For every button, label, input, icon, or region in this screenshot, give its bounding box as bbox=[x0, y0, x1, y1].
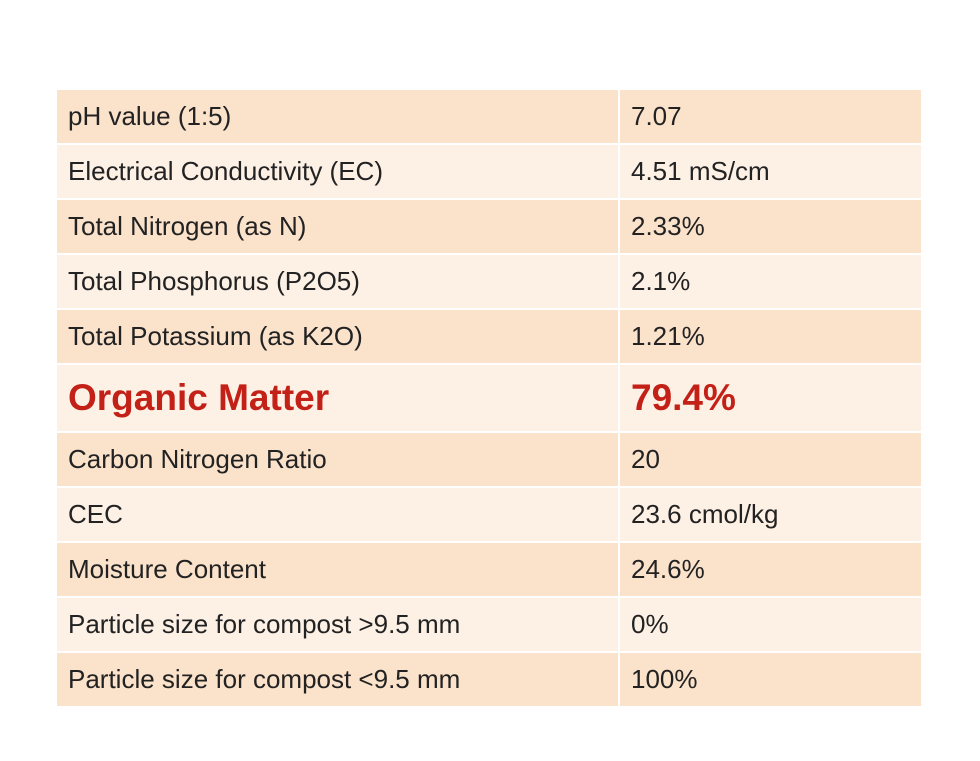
soil-table: pH value (1:5) 7.07 Electrical Conductivit… bbox=[55, 88, 923, 708]
value-cell: 7.07 bbox=[618, 88, 923, 145]
value-cell: 0% bbox=[618, 596, 923, 653]
value-cell: 79.4% bbox=[618, 363, 923, 433]
value-cell: 23.6 cmol/kg bbox=[618, 486, 923, 543]
property-cell: Particle size for compost <9.5 mm bbox=[55, 651, 620, 708]
value-cell: 24.6% bbox=[618, 541, 923, 598]
table-row: Particle size for compost <9.5 mm 100% bbox=[55, 651, 923, 708]
property-cell: Moisture Content bbox=[55, 541, 620, 598]
table-row: Total Phosphorus (P2O5) 2.1% bbox=[55, 253, 923, 310]
value-cell: 2.33% bbox=[618, 198, 923, 255]
property-cell: Carbon Nitrogen Ratio bbox=[55, 431, 620, 488]
table-row: Moisture Content 24.6% bbox=[55, 541, 923, 598]
table-row: Total Potassium (as K2O) 1.21% bbox=[55, 308, 923, 365]
property-cell: Electrical Conductivity (EC) bbox=[55, 143, 620, 200]
property-cell: Organic Matter bbox=[55, 363, 620, 433]
value-cell: 20 bbox=[618, 431, 923, 488]
property-cell: Total Phosphorus (P2O5) bbox=[55, 253, 620, 310]
table-row: Electrical Conductivity (EC) 4.51 mS/cm bbox=[55, 143, 923, 200]
table-row: Organic Matter 79.4% bbox=[55, 363, 923, 433]
value-cell: 1.21% bbox=[618, 308, 923, 365]
value-cell: 100% bbox=[618, 651, 923, 708]
property-cell: Total Nitrogen (as N) bbox=[55, 198, 620, 255]
property-cell: Particle size for compost >9.5 mm bbox=[55, 596, 620, 653]
table-row: CEC 23.6 cmol/kg bbox=[55, 486, 923, 543]
table-row: Particle size for compost >9.5 mm 0% bbox=[55, 596, 923, 653]
table-row: pH value (1:5) 7.07 bbox=[55, 88, 923, 145]
property-cell: pH value (1:5) bbox=[55, 88, 620, 145]
table-row: Total Nitrogen (as N) 2.33% bbox=[55, 198, 923, 255]
table-row: Carbon Nitrogen Ratio 20 bbox=[55, 431, 923, 488]
property-cell: CEC bbox=[55, 486, 620, 543]
value-cell: 2.1% bbox=[618, 253, 923, 310]
value-cell: 4.51 mS/cm bbox=[618, 143, 923, 200]
property-cell: Total Potassium (as K2O) bbox=[55, 308, 620, 365]
